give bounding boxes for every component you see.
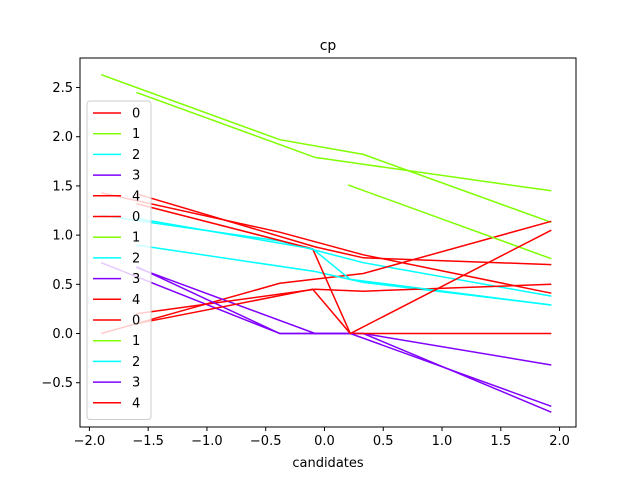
y-axis-ticks: −0.5 0.0 0.5 1.0 1.5 2.0 2.5 — [41, 81, 80, 391]
legend-label: 3 — [132, 169, 140, 184]
chart-title: cp — [320, 38, 337, 54]
series-line-4 — [100, 220, 552, 335]
x-tick-label: −0.5 — [250, 434, 282, 449]
x-axis-label: candidates — [292, 456, 364, 471]
legend-box — [86, 100, 152, 420]
legend-label: 4 — [132, 293, 140, 308]
series-line-10 — [136, 202, 552, 335]
y-tick-label: −0.5 — [41, 376, 73, 391]
legend-label: 4 — [132, 189, 140, 204]
x-tick-label: 2.0 — [549, 434, 570, 449]
y-tick-label: 2.0 — [52, 130, 73, 145]
legend-label: 4 — [132, 396, 140, 411]
y-tick-label: 0.5 — [52, 278, 73, 293]
x-tick-label: −1.5 — [132, 434, 164, 449]
x-tick-label: 0.0 — [314, 434, 335, 449]
legend-label: 0 — [132, 210, 140, 225]
series-line-13 — [136, 265, 552, 408]
y-tick-label: 2.5 — [52, 81, 73, 96]
legend-label: 2 — [132, 251, 140, 266]
legend-label: 2 — [132, 148, 140, 163]
series-line-12 — [136, 217, 552, 306]
legend-label: 3 — [132, 272, 140, 287]
legend-label: 0 — [132, 314, 140, 329]
x-tick-label: −1.0 — [191, 434, 223, 449]
legend-label: 1 — [132, 334, 140, 349]
series-line-14 — [136, 229, 552, 335]
series-line-9 — [136, 283, 552, 315]
x-tick-label: −2.0 — [74, 434, 106, 449]
series-line-1 — [100, 73, 552, 224]
y-tick-label: 1.5 — [52, 179, 73, 194]
x-tick-label: 1.0 — [432, 434, 453, 449]
legend-label: 0 — [132, 107, 140, 122]
y-tick-label: 0.0 — [52, 327, 73, 342]
series-line-0 — [101, 192, 552, 294]
x-axis-ticks: −2.0 −1.5 −1.0 −0.5 0.0 0.5 1.0 1.5 2.0 — [74, 427, 570, 449]
x-tick-label: 0.5 — [373, 434, 394, 449]
legend-label: 1 — [132, 231, 140, 246]
series-layer — [100, 73, 552, 413]
series-line-5 — [136, 193, 552, 266]
y-tick-label: 1.0 — [52, 229, 73, 244]
series-line-11 — [347, 184, 552, 260]
legend: 0 1 2 3 4 0 1 2 3 4 0 1 2 3 4 — [86, 100, 152, 420]
legend-label: 1 — [132, 127, 140, 142]
legend-label: 3 — [132, 376, 140, 391]
x-tick-label: 1.5 — [490, 434, 511, 449]
plot-area — [80, 58, 576, 427]
plot-frame — [79, 57, 577, 428]
series-line-6 — [136, 91, 552, 192]
legend-label: 2 — [132, 355, 140, 370]
